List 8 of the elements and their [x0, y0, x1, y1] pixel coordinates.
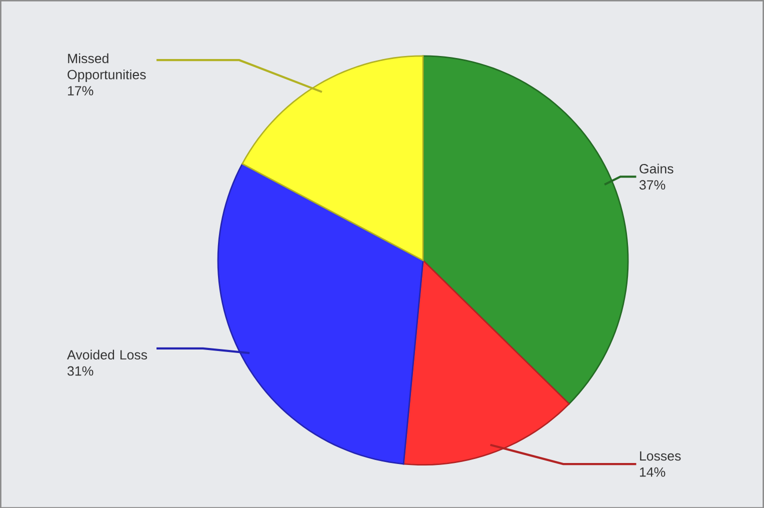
data-label: 31%: [68, 366, 94, 376]
data-label: 37%: [639, 180, 666, 190]
data-label: 14%: [640, 467, 666, 476]
slice-label: Losses: [640, 451, 681, 460]
slice-label: Gains: [640, 163, 674, 174]
data-label: 17%: [68, 86, 94, 96]
slice-label: Missed Opportunities: [68, 53, 146, 82]
slice-label: Avoided Loss: [67, 350, 148, 360]
